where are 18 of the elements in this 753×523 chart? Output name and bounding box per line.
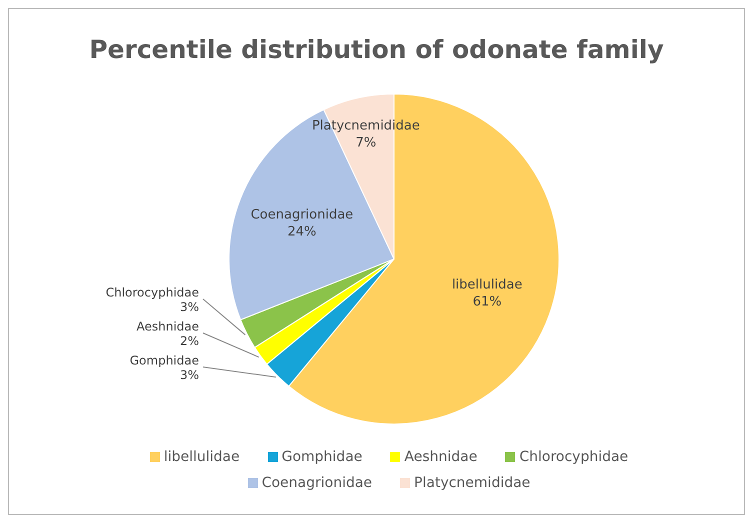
- slice-label: libellulidae: [452, 278, 522, 293]
- legend-label: Platycnemididae: [413, 474, 530, 493]
- legend-label: Gomphidae: [280, 448, 362, 467]
- data-label: 3%: [180, 300, 199, 314]
- legend-label: Aeshnidae: [403, 448, 478, 467]
- slice-label: Aeshnidae: [136, 320, 199, 334]
- slice-label: Gomphidae: [130, 354, 199, 368]
- data-label: 24%: [288, 224, 316, 240]
- data-label: 61%: [472, 294, 502, 310]
- slice-label: Chlorocyphidae: [106, 286, 199, 300]
- legend-label: Chlorocyphidae: [518, 448, 628, 467]
- data-label: 2%: [180, 334, 199, 348]
- legend-label: Coenagrionidae: [260, 474, 372, 493]
- slice-label: Coenagrionidae: [250, 208, 354, 223]
- data-label: 7%: [356, 135, 376, 150]
- data-label: 3%: [180, 368, 199, 382]
- legend-label: libellulidae: [162, 448, 240, 467]
- chart-title: Percentile distribution of odonate family: [88, 35, 665, 64]
